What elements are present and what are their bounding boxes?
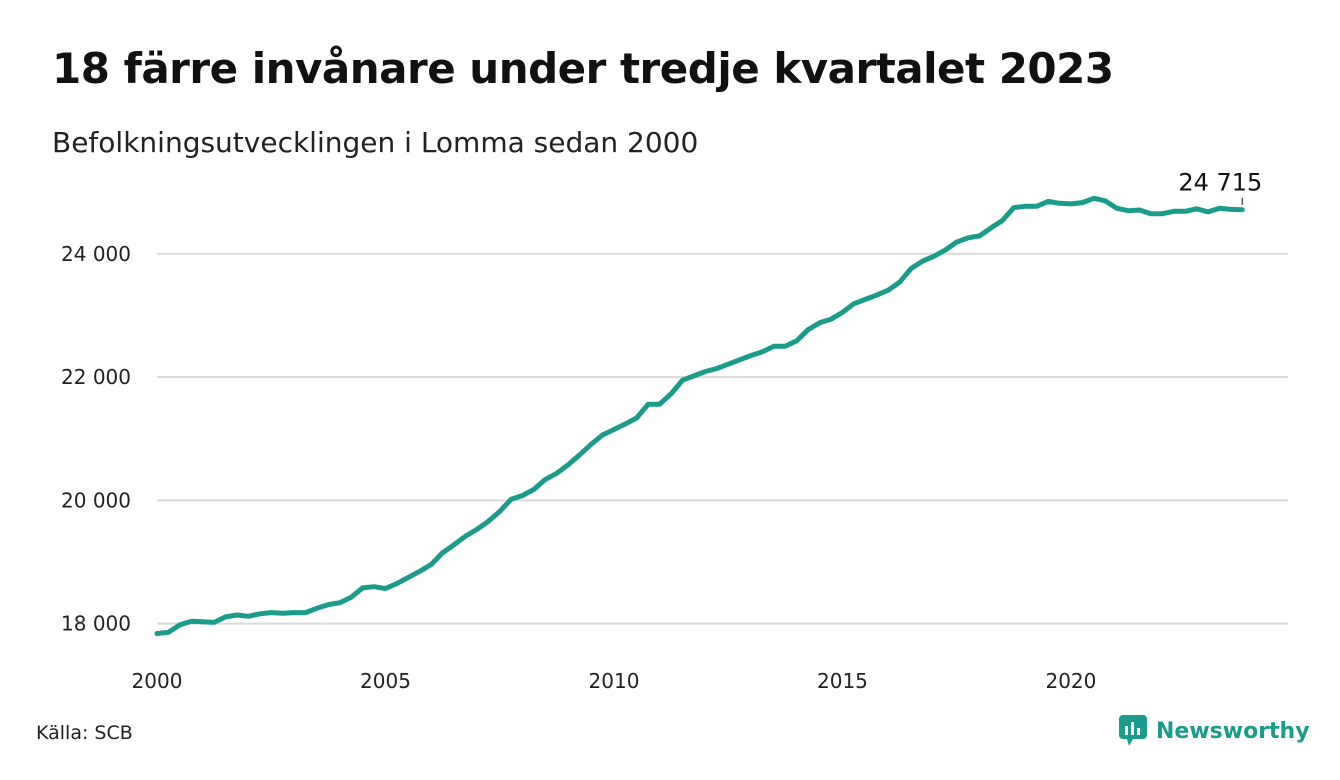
y-tick-label: 22 000	[61, 365, 131, 389]
y-tick-label: 18 000	[61, 612, 131, 636]
brand-name: Newsworthy	[1156, 718, 1310, 744]
series-line	[154, 195, 1245, 636]
chart-title: 18 färre invånare under tredje kvartalet…	[52, 44, 1114, 93]
x-tick-label: 2005	[360, 669, 411, 693]
x-axis: 2000 2005 2010 2015 2020	[132, 669, 1097, 693]
newsworthy-logo-icon	[1119, 715, 1147, 746]
x-tick-label: 2000	[132, 669, 183, 693]
y-axis: 18 000 20 000 22 000 24 000	[61, 242, 131, 636]
chart-subtitle: Befolkningsutvecklingen i Lomma sedan 20…	[52, 126, 699, 159]
y-tick-label: 20 000	[61, 488, 131, 512]
series-layer	[154, 195, 1245, 636]
x-tick-label: 2020	[1045, 669, 1096, 693]
grid-lines	[157, 252, 1288, 625]
x-tick-label: 2015	[817, 669, 868, 693]
annotations: 24 715	[1178, 169, 1262, 205]
brand-logo: Newsworthy	[1118, 714, 1310, 748]
last-value-label: 24 715	[1178, 169, 1262, 197]
y-tick-label: 24 000	[61, 242, 131, 266]
x-tick-label: 2010	[589, 669, 640, 693]
source-note: Källa: SCB	[36, 722, 133, 744]
